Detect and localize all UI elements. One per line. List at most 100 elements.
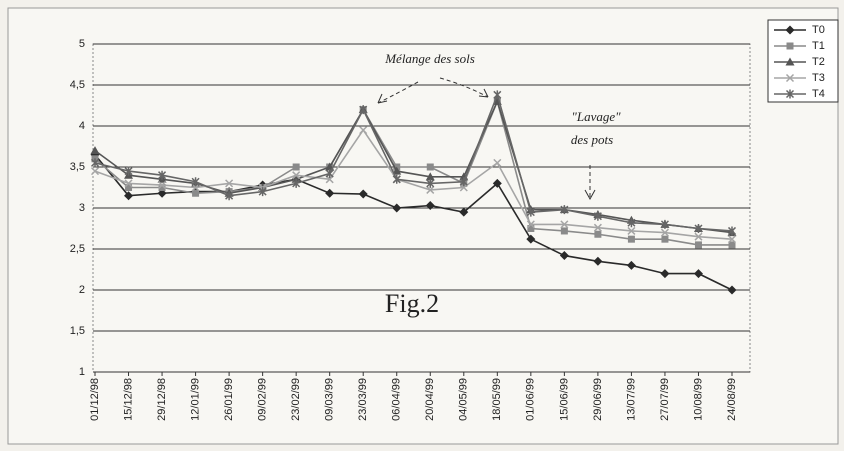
marker [158, 184, 166, 191]
marker [292, 171, 301, 180]
marker [392, 166, 402, 175]
marker [560, 227, 568, 235]
marker [426, 185, 435, 194]
marker [661, 235, 669, 243]
marker [459, 177, 468, 187]
marker [526, 220, 535, 229]
x-tick-label: 29/06/99 [592, 378, 604, 421]
x-tick-label: 01/06/99 [525, 378, 537, 421]
marker [627, 218, 636, 228]
marker [560, 205, 569, 215]
marker [728, 241, 736, 249]
x-tick-label: 23/02/99 [290, 378, 302, 421]
marker [191, 177, 200, 187]
marker [593, 211, 602, 221]
x-tick-label: 24/08/99 [726, 378, 738, 421]
marker [693, 269, 703, 279]
marker [292, 163, 300, 171]
marker [90, 158, 100, 168]
x-tick-label: 18/05/99 [491, 378, 503, 421]
x-tick-label: 04/05/99 [458, 378, 470, 421]
series-line [94, 92, 733, 232]
marker [426, 178, 435, 188]
marker [325, 188, 335, 198]
marker [593, 223, 602, 232]
marker [626, 260, 636, 270]
marker [627, 226, 636, 235]
y-tick-label: 4 [79, 120, 85, 132]
series-line [94, 99, 733, 234]
x-tick-label: 15/12/98 [122, 378, 134, 421]
series-line [94, 98, 732, 246]
x-tick-label: 20/04/99 [424, 378, 436, 421]
marker [325, 169, 334, 179]
marker [785, 57, 795, 66]
marker [425, 201, 435, 211]
marker [559, 251, 569, 261]
legend-label: T1 [812, 40, 825, 52]
annotation: Mélange des sols [384, 51, 475, 66]
marker [627, 235, 635, 243]
x-tick-label: 06/04/99 [391, 378, 403, 421]
x-tick-label: 29/12/98 [156, 378, 168, 421]
series-line [94, 128, 733, 240]
marker [785, 25, 795, 35]
marker [694, 232, 703, 241]
marker [225, 179, 234, 188]
y-tick-label: 4,5 [70, 79, 85, 91]
marker [359, 126, 368, 135]
marker [727, 235, 737, 244]
arrow-head [377, 93, 388, 104]
marker [459, 183, 468, 192]
x-tick-label: 01/12/98 [89, 378, 101, 421]
y-tick-label: 3 [79, 202, 85, 214]
legend-label: T0 [812, 24, 825, 36]
legend-label: T4 [812, 88, 825, 100]
marker [660, 269, 670, 279]
marker [727, 285, 737, 295]
marker [660, 219, 669, 229]
marker [392, 174, 401, 184]
marker [526, 234, 536, 244]
x-tick-label: 12/01/99 [189, 378, 201, 421]
arrow-head [478, 88, 489, 98]
marker [786, 42, 794, 50]
marker [785, 73, 795, 83]
y-tick-label: 2,5 [70, 243, 85, 255]
marker [125, 184, 133, 191]
x-tick-label: 26/01/99 [223, 378, 235, 421]
x-tick-label: 10/08/99 [692, 378, 704, 421]
annotation: "Lavage" [571, 109, 621, 124]
marker [493, 158, 502, 167]
marker [392, 203, 402, 213]
arrow-head [584, 189, 596, 201]
marker [694, 241, 702, 249]
marker [526, 207, 535, 217]
y-tick-label: 1,5 [70, 325, 85, 337]
marker [425, 172, 435, 181]
y-tick-label: 1 [79, 366, 85, 378]
marker [727, 226, 737, 236]
marker [90, 146, 100, 155]
x-tick-label: 09/03/99 [324, 378, 336, 421]
marker [258, 187, 267, 197]
marker [191, 183, 200, 192]
x-tick-label: 09/02/99 [257, 378, 269, 421]
marker [527, 225, 535, 232]
marker [124, 179, 133, 188]
x-tick-label: 15/06/99 [558, 378, 570, 421]
marker [124, 191, 134, 201]
marker [358, 189, 368, 199]
marker [459, 207, 469, 217]
marker [158, 181, 167, 190]
marker [594, 230, 602, 238]
marker [694, 224, 703, 233]
series-line [94, 154, 733, 291]
marker [90, 167, 100, 176]
marker [560, 220, 569, 229]
marker [325, 175, 334, 184]
y-tick-label: 5 [79, 38, 85, 50]
arrow [377, 81, 419, 104]
chart-frame [7, 7, 839, 445]
